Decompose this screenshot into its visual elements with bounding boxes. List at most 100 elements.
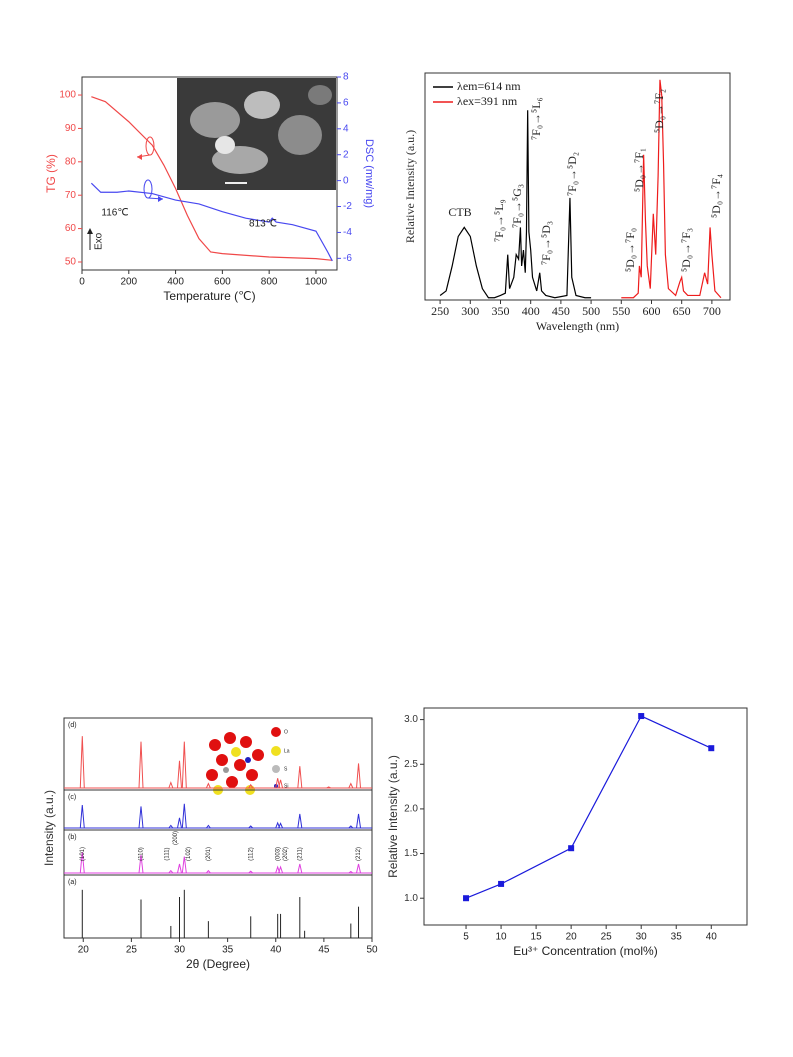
- marker: [638, 713, 645, 720]
- legend-label: λex=391 nm: [457, 94, 518, 108]
- y2-tick-label: -6: [343, 253, 352, 264]
- peak: [348, 870, 354, 874]
- peak: [205, 782, 211, 789]
- x-tick-label: 20: [78, 945, 90, 956]
- series-line: [621, 79, 722, 299]
- x-tick-label: 35: [671, 932, 683, 943]
- annotation: ⁷F₀→⁵L₉: [492, 199, 506, 242]
- inset-legend-label: S: [284, 766, 288, 772]
- x-tick-label: 0: [79, 277, 85, 288]
- annotation: 116℃: [101, 208, 128, 219]
- peak: [356, 813, 362, 829]
- x-axis-label: 2θ (Degree): [186, 957, 250, 971]
- axes-frame: [424, 72, 731, 301]
- peak-label: (112): [248, 847, 254, 861]
- tg-arrows: [87, 136, 164, 250]
- y-axis-label: Relative Intensity (a.u.): [403, 130, 417, 243]
- x-tick-label: 550: [612, 304, 630, 318]
- x-tick-label: 15: [531, 932, 543, 943]
- x-tick-label: 400: [522, 304, 540, 318]
- x-tick-label: 5: [463, 932, 469, 943]
- peak: [278, 822, 284, 829]
- axes-frame: [423, 707, 748, 926]
- peak-label: (212): [356, 847, 362, 861]
- peak: [168, 781, 174, 789]
- inset-legend-label: La: [284, 748, 290, 754]
- x-axis-label: Temperature (℃): [163, 289, 255, 303]
- peak-label: (102): [186, 847, 192, 861]
- marker: [463, 895, 470, 902]
- series-line: [465, 715, 712, 899]
- series-line: [91, 96, 333, 261]
- peak: [297, 813, 303, 829]
- marker: [708, 745, 715, 752]
- peak: [168, 824, 174, 829]
- x-tick-label: 35: [222, 945, 234, 956]
- y-axis-label: TG (%): [44, 154, 58, 193]
- y-tick-label: 1.0: [404, 893, 418, 904]
- peak: [348, 825, 354, 829]
- x-tick-label: 600: [642, 304, 660, 318]
- x-tick-label: 300: [461, 304, 479, 318]
- y-tick-label: 3.0: [404, 714, 418, 725]
- x-tick-label: 500: [582, 304, 600, 318]
- peak: [79, 736, 85, 789]
- annotation: ⁷F₀→⁵D₃: [539, 221, 553, 265]
- peak: [356, 863, 362, 874]
- x-tick-label: 700: [703, 304, 721, 318]
- x-tick-label: 40: [706, 932, 718, 943]
- annotation: ⁵D₀→⁷F₄: [709, 174, 723, 218]
- x-tick-label: 450: [552, 304, 570, 318]
- panel-label: (d): [68, 722, 77, 729]
- y-tick-label: 50: [65, 257, 77, 268]
- peak: [138, 741, 144, 789]
- x-axis-label: Wavelength (nm): [536, 319, 619, 333]
- peak-label: (101): [80, 847, 86, 861]
- inset-legend-label: Si: [284, 783, 288, 789]
- peak: [181, 803, 187, 829]
- peak: [278, 865, 284, 874]
- x-tick-label: 250: [431, 304, 449, 318]
- peak: [205, 869, 211, 874]
- crystal-inset: [206, 727, 281, 795]
- peak: [348, 782, 354, 789]
- peak: [248, 870, 254, 874]
- x-tick-label: 650: [673, 304, 691, 318]
- y-tick-label: 2.5: [404, 759, 418, 770]
- peak: [79, 851, 85, 874]
- peak-label: (201): [206, 847, 212, 861]
- annotation: ⁵D₀→⁷F₁: [632, 148, 646, 192]
- x-tick-label: 40: [270, 945, 282, 956]
- panel-label: (c): [68, 794, 76, 801]
- y2-tick-label: -4: [343, 227, 352, 238]
- axes-frame: [81, 76, 338, 271]
- y-tick-label: 2.0: [404, 804, 418, 815]
- y-tick-label: 100: [59, 90, 76, 101]
- annotation: ⁷F₀→⁵L₆: [529, 97, 543, 140]
- annotation: ⁷F₀→⁵D₂: [565, 152, 579, 196]
- peak-label: (202): [283, 847, 289, 861]
- x-tick-label: 200: [120, 277, 137, 288]
- peak: [297, 766, 303, 789]
- peak: [181, 856, 187, 874]
- y2-tick-label: -2: [343, 201, 352, 212]
- peak: [248, 825, 254, 829]
- peak: [79, 805, 85, 829]
- peak: [297, 863, 303, 874]
- marker: [568, 845, 575, 852]
- peak-label: (211): [297, 847, 303, 861]
- peak: [168, 869, 174, 874]
- peak: [138, 806, 144, 829]
- legend-label: λem=614 nm: [457, 79, 521, 93]
- y2-tick-label: 8: [343, 72, 349, 83]
- x-tick-label: 400: [167, 277, 184, 288]
- annotation: ⁷F₀→⁵G₃: [510, 184, 524, 228]
- peak-label: (200): [173, 831, 179, 845]
- annotation: CTB: [448, 205, 471, 219]
- annotation: ⁵D₀→⁷F₃: [679, 228, 693, 272]
- x-tick-label: 350: [491, 304, 509, 318]
- peak: [248, 783, 254, 789]
- series-line: [90, 182, 333, 262]
- x-tick-label: 1000: [305, 277, 328, 288]
